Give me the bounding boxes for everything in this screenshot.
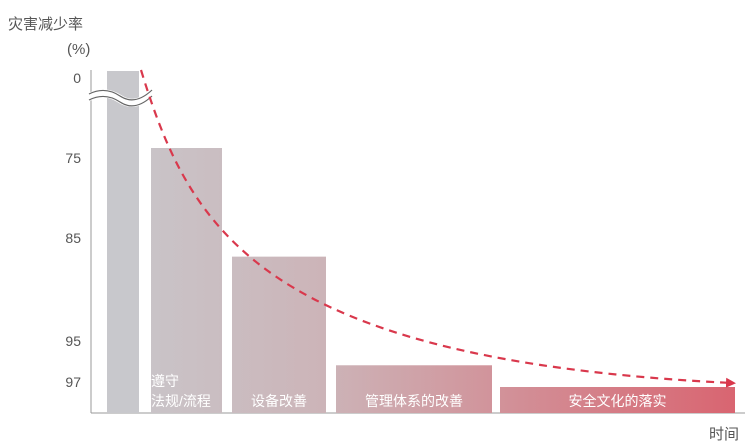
- bar: [500, 387, 735, 413]
- y-tick-label: 85: [65, 230, 81, 246]
- y-tick-labels: 0 75 85 95 97: [65, 70, 81, 390]
- y-tick-label: 95: [65, 333, 81, 349]
- trend-arrow: [139, 69, 736, 388]
- bar: [107, 71, 139, 413]
- bar-label: 遵守法规/流程: [151, 373, 211, 409]
- y-axis-title: 灾害减少率: [8, 16, 83, 33]
- bar: [232, 256, 326, 413]
- x-axis-title: 时间: [709, 426, 739, 441]
- y-tick-label: 97: [65, 374, 81, 390]
- axis-break: [87, 89, 155, 107]
- y-tick-label: 0: [73, 70, 81, 86]
- bar-label: 管理体系的改善: [365, 393, 463, 409]
- bar-labels: 遵守法规/流程设备改善 管理体系的改善 安全文化的落实: [151, 373, 667, 409]
- y-axis-unit: (%): [67, 41, 90, 58]
- bar-label: 设备改善: [251, 393, 307, 409]
- bars: [107, 71, 735, 413]
- bar: [151, 148, 222, 413]
- bar-label: 安全文化的落实: [569, 393, 667, 409]
- bar: [336, 365, 492, 413]
- y-tick-label: 75: [65, 150, 81, 166]
